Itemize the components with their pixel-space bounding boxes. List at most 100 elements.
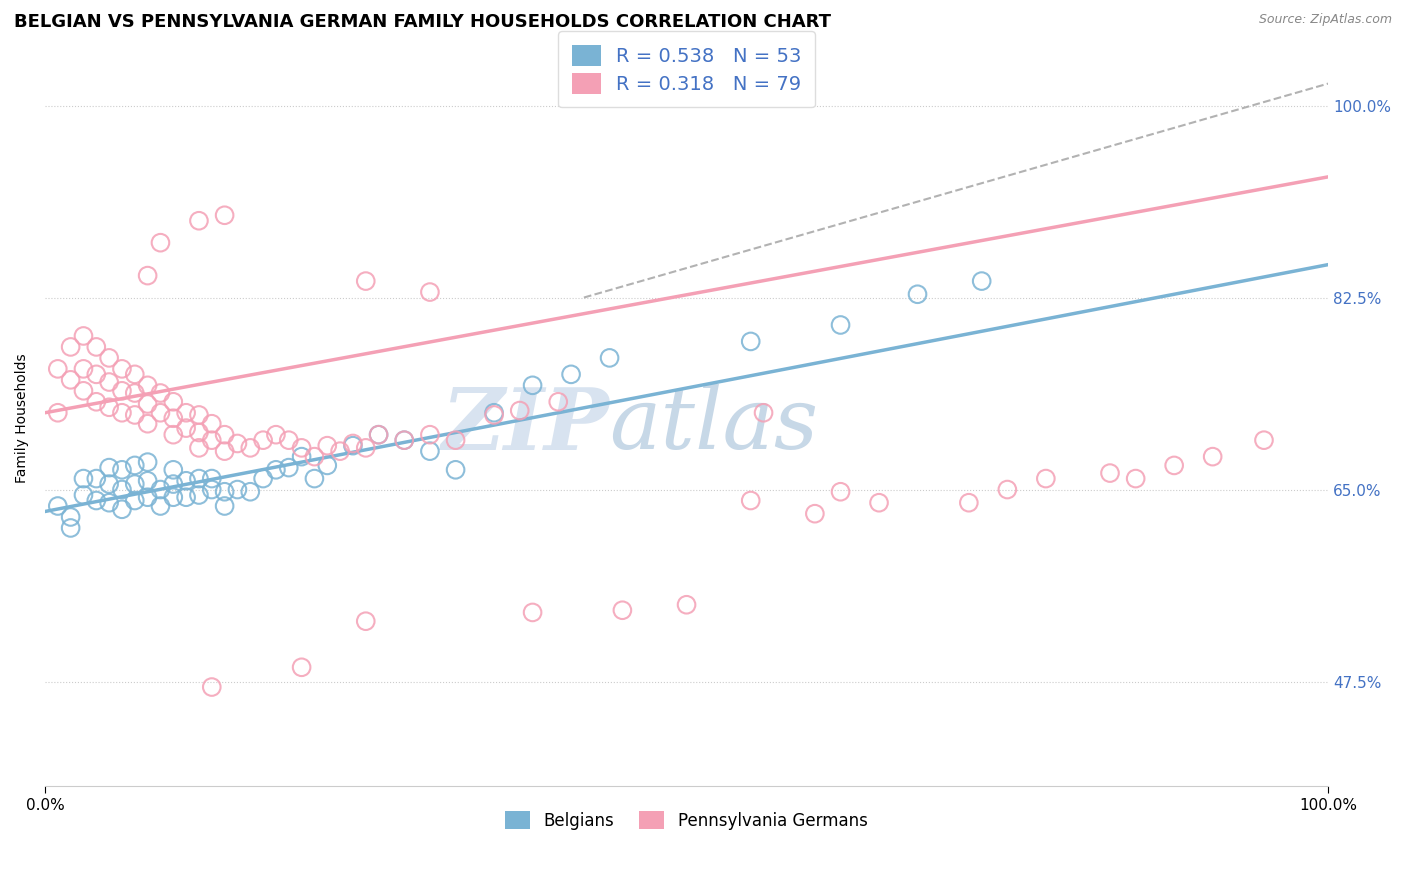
Point xyxy=(72,362,94,376)
Point xyxy=(264,427,287,442)
Point xyxy=(482,408,505,422)
Point xyxy=(72,384,94,398)
Point xyxy=(509,403,531,417)
Point xyxy=(342,439,364,453)
Point xyxy=(214,208,236,222)
Point xyxy=(111,483,134,497)
Point xyxy=(84,340,107,354)
Point xyxy=(419,427,441,442)
Point xyxy=(252,472,274,486)
Point xyxy=(149,235,172,250)
Point xyxy=(907,287,929,301)
Point xyxy=(394,433,416,447)
Point xyxy=(149,386,172,401)
Point xyxy=(419,285,441,299)
Point xyxy=(957,496,980,510)
Point xyxy=(304,450,326,464)
Point xyxy=(740,334,762,349)
Point xyxy=(136,490,159,504)
Point xyxy=(830,484,852,499)
Point xyxy=(675,598,697,612)
Point xyxy=(560,368,582,382)
Point xyxy=(419,444,441,458)
Point xyxy=(59,373,82,387)
Point xyxy=(239,484,262,499)
Point xyxy=(174,490,197,504)
Point xyxy=(291,450,314,464)
Point xyxy=(46,499,69,513)
Point xyxy=(444,433,467,447)
Point xyxy=(329,444,352,458)
Point xyxy=(752,406,775,420)
Point xyxy=(162,490,184,504)
Point xyxy=(59,340,82,354)
Point xyxy=(136,474,159,488)
Point xyxy=(367,427,389,442)
Text: atlas: atlas xyxy=(610,384,818,467)
Point xyxy=(136,378,159,392)
Point xyxy=(162,394,184,409)
Point xyxy=(149,483,172,497)
Point xyxy=(124,477,146,491)
Point xyxy=(188,213,211,227)
Point xyxy=(72,472,94,486)
Point xyxy=(98,496,121,510)
Point xyxy=(111,406,134,420)
Point xyxy=(174,474,197,488)
Point xyxy=(98,401,121,415)
Point xyxy=(277,433,299,447)
Point xyxy=(1201,450,1223,464)
Point xyxy=(482,406,505,420)
Point xyxy=(277,460,299,475)
Point xyxy=(46,406,69,420)
Point xyxy=(804,507,827,521)
Point xyxy=(1098,466,1121,480)
Point xyxy=(72,329,94,343)
Point xyxy=(291,660,314,674)
Point xyxy=(830,318,852,332)
Point xyxy=(354,441,377,455)
Point xyxy=(226,436,249,450)
Point xyxy=(214,427,236,442)
Point xyxy=(124,368,146,382)
Point xyxy=(970,274,993,288)
Point xyxy=(59,510,82,524)
Point xyxy=(162,427,184,442)
Text: ZIP: ZIP xyxy=(441,384,610,467)
Point xyxy=(264,463,287,477)
Point xyxy=(136,417,159,431)
Point xyxy=(214,499,236,513)
Point xyxy=(136,397,159,411)
Point xyxy=(995,483,1018,497)
Point xyxy=(522,606,544,620)
Point xyxy=(1253,433,1275,447)
Point xyxy=(239,441,262,455)
Point xyxy=(98,351,121,365)
Point xyxy=(1035,472,1057,486)
Point xyxy=(316,439,339,453)
Point xyxy=(124,458,146,473)
Point xyxy=(162,477,184,491)
Point xyxy=(214,444,236,458)
Point xyxy=(342,436,364,450)
Point xyxy=(394,433,416,447)
Point xyxy=(354,274,377,288)
Y-axis label: Family Households: Family Households xyxy=(15,353,30,483)
Point xyxy=(1163,458,1185,473)
Point xyxy=(84,472,107,486)
Point xyxy=(98,375,121,389)
Point xyxy=(162,463,184,477)
Point xyxy=(201,680,224,694)
Point xyxy=(201,483,224,497)
Point xyxy=(149,499,172,513)
Point xyxy=(740,493,762,508)
Point xyxy=(201,472,224,486)
Point xyxy=(201,417,224,431)
Point xyxy=(444,463,467,477)
Point xyxy=(46,362,69,376)
Point xyxy=(84,394,107,409)
Point xyxy=(84,368,107,382)
Point xyxy=(111,362,134,376)
Point xyxy=(599,351,621,365)
Point xyxy=(547,394,569,409)
